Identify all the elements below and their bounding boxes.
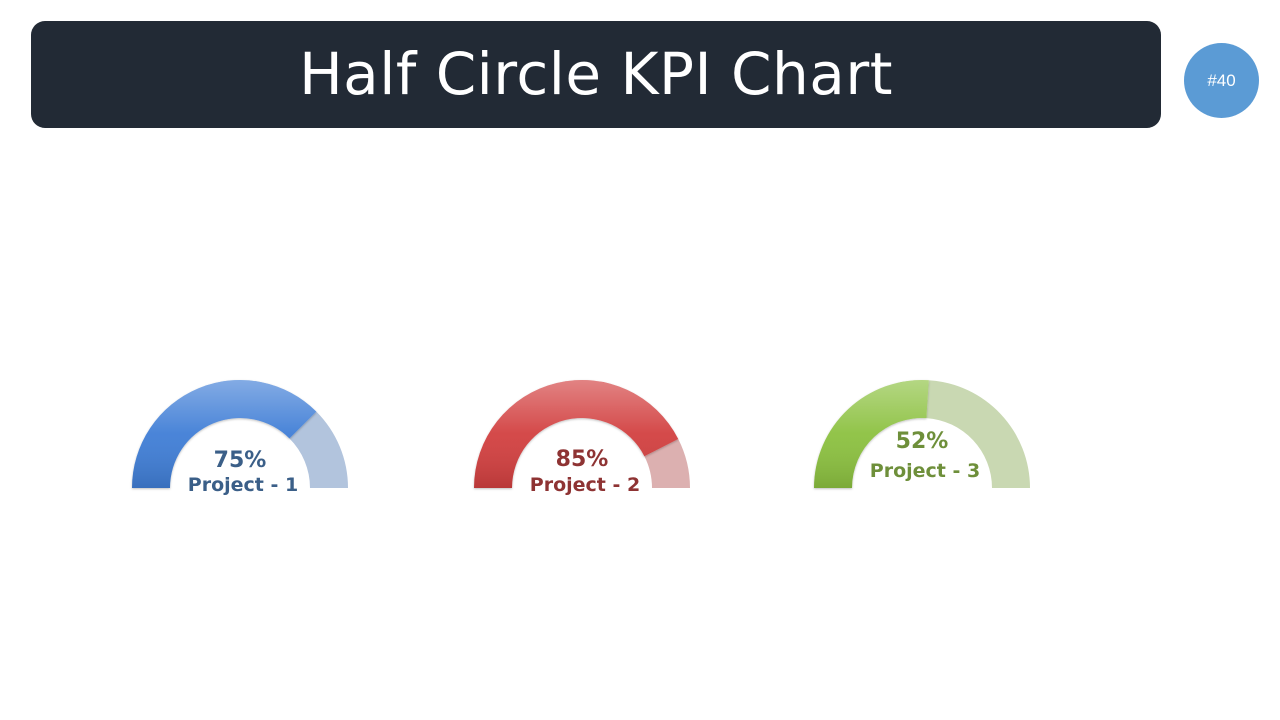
gauge-track [644, 438, 690, 488]
gauge-value-label: 52% [896, 429, 949, 454]
gauge-track [289, 411, 348, 488]
slide-number: #40 [1207, 70, 1236, 90]
gauge-project-3: 52% Project - 3 [814, 379, 1030, 488]
gauge-project-1: 75%Project - 1 [132, 380, 348, 496]
gauge-value-label: 75% [214, 448, 267, 473]
gauge-value-sheen [132, 380, 317, 488]
gauge-value-label: 85% [556, 447, 609, 472]
gauge-value-sheen [814, 379, 929, 488]
gauge-track [926, 380, 1030, 488]
page-title: Half Circle KPI Chart [299, 39, 893, 108]
gauge-project-2: 85%Project - 2 [474, 379, 690, 496]
gauge-value-sheen [474, 379, 679, 488]
gauge-series-label: Project - 2 [530, 474, 640, 496]
gauge-series-label: Project - 1 [188, 474, 298, 496]
slide-number-badge: #40 [1184, 43, 1259, 118]
title-bar: Half Circle KPI Chart [31, 21, 1161, 128]
gauge-series-label: Project - 3 [870, 460, 980, 482]
